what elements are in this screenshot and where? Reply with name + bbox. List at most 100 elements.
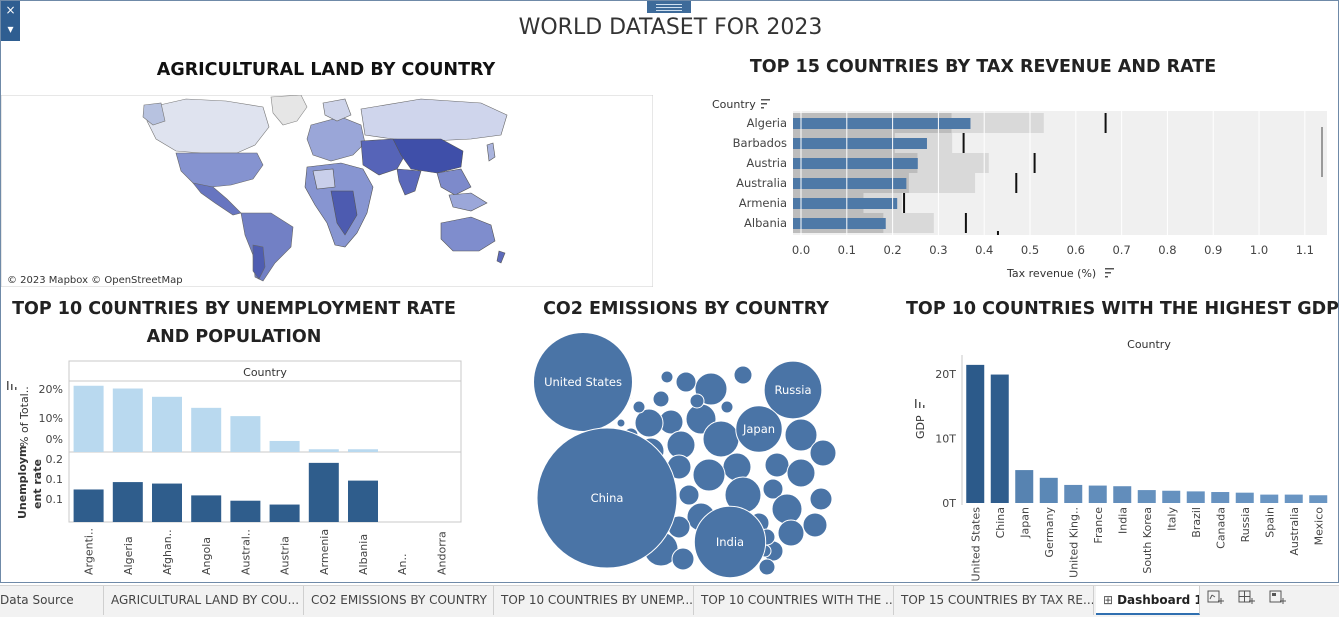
co2-bubble-small[interactable] [733,365,753,385]
gdp-bar[interactable] [1088,485,1107,503]
co2-bubble-small[interactable] [764,452,790,478]
tax-bar[interactable] [793,158,918,169]
population-bar[interactable] [191,407,222,452]
co2-bubble-small[interactable] [720,400,734,414]
tab-agricultural-land[interactable]: AGRICULTURAL LAND BY COU... [104,586,304,615]
chevron-down-icon[interactable]: ▾ [7,22,14,36]
tax-bar[interactable] [793,138,927,149]
map-region[interactable] [270,95,308,126]
sort-icon[interactable] [1105,268,1114,278]
dashboard-controls[interactable]: × ▾ [1,1,20,41]
co2-bubble-small[interactable] [722,452,752,482]
tax-row[interactable]: Armenia [739,193,906,213]
tax-revenue-chart[interactable]: Country Algeria Barbados Austria Australia A… [701,91,1339,286]
tax-bar[interactable] [793,218,886,229]
tab-data-source[interactable]: Data Source [0,586,104,615]
tab-unemployment[interactable]: TOP 10 COUNTRIES BY UNEMP... [494,586,694,615]
new-story-icon[interactable] [1265,589,1291,613]
sort-icon[interactable] [761,99,770,109]
map-region[interactable] [448,192,488,212]
unemployment-bar[interactable] [73,489,104,522]
gdp-bar[interactable] [966,364,985,503]
co2-bubble-small[interactable] [678,484,700,506]
map-region[interactable] [360,98,508,142]
gdp-bar[interactable] [1186,491,1205,503]
unemployment-bar[interactable] [348,480,378,522]
map-region[interactable] [486,142,496,162]
map-region[interactable] [392,138,464,174]
tax-bar[interactable] [793,118,971,129]
co2-bubble-small[interactable] [616,418,626,428]
unemployment-chart[interactable]: Country % of Total.. Unemploym ent rate … [1,359,471,579]
drag-handle-icon[interactable] [647,1,691,13]
co2-bubble[interactable]: United States [533,332,633,432]
gdp-bar[interactable] [1015,470,1034,503]
gdp-bar[interactable] [1211,492,1230,503]
tax-bar[interactable] [793,178,907,189]
map-region[interactable] [192,182,242,216]
tab-tax-revenue[interactable]: TOP 15 COUNTRIES BY TAX RE... [894,586,1094,615]
co2-bubble[interactable]: Japan [735,405,783,453]
tab-gdp[interactable]: TOP 10 COUNTRIES WITH THE ... [694,586,894,615]
gdp-bar[interactable] [1309,495,1328,503]
co2-bubble-small[interactable] [692,458,726,492]
unemployment-bar[interactable] [191,495,222,522]
co2-bubble[interactable]: India [693,505,767,579]
co2-bubble-small[interactable] [777,519,805,547]
map-region[interactable] [396,168,422,196]
tab-dashboard-1[interactable]: ⊞ Dashboard 1 [1096,586,1200,615]
tax-row[interactable]: Barbados [733,133,965,153]
map-region[interactable] [330,190,358,236]
co2-bubble-small[interactable] [660,370,674,384]
map-region[interactable] [306,116,366,162]
map-region[interactable] [252,244,266,280]
co2-bubble-small[interactable] [675,371,697,393]
co2-bubble-small[interactable] [771,493,803,525]
co2-bubble-chart[interactable]: United States China Russia Japan India [521,327,851,581]
co2-bubble-small[interactable] [786,458,816,488]
unemployment-bar[interactable] [308,462,339,522]
co2-bubble-small[interactable] [802,512,828,538]
map-region[interactable] [175,152,264,188]
gdp-bar[interactable] [1260,494,1279,503]
co2-bubble[interactable]: China [536,427,678,569]
co2-bubble-small[interactable] [762,478,784,500]
new-dashboard-icon[interactable] [1234,589,1260,613]
co2-bubble-small[interactable] [702,420,740,458]
population-bar[interactable] [112,388,143,452]
co2-bubble-small[interactable] [784,418,818,452]
co2-bubble-small[interactable] [671,547,695,571]
close-icon[interactable]: × [5,3,16,17]
tab-co2-emissions[interactable]: CO2 EMISSIONS BY COUNTRY [304,586,494,615]
co2-bubble-small[interactable] [652,390,670,408]
gdp-bar[interactable] [990,374,1009,503]
population-bar[interactable] [152,396,182,452]
map-region[interactable] [322,98,352,122]
gdp-bar[interactable] [1162,490,1181,503]
sort-icon[interactable] [7,381,17,390]
co2-bubble-small[interactable] [809,487,833,511]
co2-bubble-small[interactable] [758,558,776,576]
unemployment-bar[interactable] [112,482,143,522]
scrollbar[interactable] [1321,127,1323,177]
tax-row[interactable]: Algeria [747,113,1107,133]
unemployment-bar[interactable] [230,500,261,522]
co2-bubble-small[interactable] [689,393,705,409]
co2-bubble[interactable]: Russia [763,360,823,420]
map-region[interactable] [312,168,336,190]
map-region[interactable] [436,168,472,196]
gdp-bar[interactable] [1039,477,1058,503]
population-bar[interactable] [348,449,378,452]
sort-icon[interactable] [915,399,925,408]
gdp-bar[interactable] [1113,486,1132,503]
gdp-bar[interactable] [1284,494,1303,503]
map-region[interactable] [142,102,166,126]
new-worksheet-icon[interactable] [1203,589,1229,613]
unemployment-bar[interactable] [152,483,182,522]
co2-bubble-small[interactable] [632,400,646,414]
gdp-bar[interactable] [1064,484,1083,503]
tax-row[interactable]: Albania [744,213,967,233]
population-bar[interactable] [308,449,339,452]
tax-row[interactable]: Australia [736,173,1018,193]
population-bar[interactable] [269,440,300,452]
